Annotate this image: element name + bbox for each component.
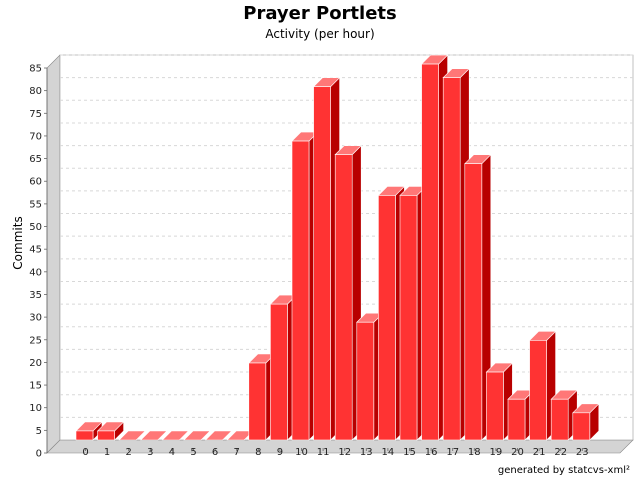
y-tick-labels: 0 5 10 15 20 25 30 35 40 45 50 55 60 65 70 75 80 85 bbox=[29, 64, 42, 460]
bar-front bbox=[421, 63, 439, 441]
bar-front bbox=[356, 321, 375, 441]
x-tick-label: 8 bbox=[255, 447, 261, 458]
generator-credit: generated by statcvs-xml² bbox=[497, 465, 630, 476]
x-tick-label: 9 bbox=[277, 447, 283, 458]
bar-3 bbox=[140, 430, 168, 441]
y-tick-label: 10 bbox=[29, 403, 42, 414]
y-tick-label: 60 bbox=[29, 177, 42, 188]
bar-front bbox=[507, 398, 526, 441]
axes bbox=[44, 67, 583, 454]
bar-front bbox=[378, 195, 396, 441]
x-tick-label: 22 bbox=[554, 447, 567, 458]
bar-top bbox=[183, 430, 211, 441]
x-tick-label: 14 bbox=[382, 447, 395, 458]
x-tick-label: 5 bbox=[190, 447, 196, 458]
bar-front bbox=[313, 86, 331, 441]
y-tick-label: 45 bbox=[29, 245, 42, 256]
y-tick-label: 25 bbox=[29, 335, 42, 346]
y-tick-label: 55 bbox=[29, 199, 42, 210]
bar-front bbox=[399, 195, 418, 441]
x-tick-label: 13 bbox=[360, 447, 373, 458]
bar-front bbox=[572, 412, 591, 441]
x-tick-label: 23 bbox=[576, 447, 589, 458]
bar-top bbox=[161, 430, 190, 441]
x-tick-label: 17 bbox=[446, 447, 459, 458]
bar-front bbox=[464, 163, 483, 441]
bar-front bbox=[75, 430, 94, 441]
bar-top bbox=[118, 430, 146, 441]
y-tick-label: 5 bbox=[36, 426, 42, 437]
x-tick-label: 0 bbox=[82, 447, 88, 458]
x-tick-labels: 0 1 2 3 4 5 6 7 8 9 10 11 12 13 14 15 16 17 18 19 20 21 22 23 bbox=[82, 447, 588, 458]
bar-6 bbox=[204, 430, 233, 441]
y-tick-label: 0 bbox=[36, 449, 42, 460]
bars bbox=[75, 54, 600, 441]
x-tick-label: 3 bbox=[147, 447, 153, 458]
y-tick-label: 85 bbox=[29, 64, 42, 75]
bar-front bbox=[550, 398, 569, 441]
x-tick-label: 1 bbox=[104, 447, 110, 458]
y-tick-label: 50 bbox=[29, 222, 42, 233]
x-tick-label: 12 bbox=[338, 447, 351, 458]
bar-front bbox=[529, 340, 547, 441]
bar-2 bbox=[118, 430, 146, 441]
y-tick-label: 75 bbox=[29, 109, 42, 120]
y-tick-label: 40 bbox=[29, 267, 42, 278]
chart-title: Prayer Portlets bbox=[243, 3, 397, 24]
bar-front bbox=[97, 430, 115, 441]
x-tick-label: 16 bbox=[425, 447, 438, 458]
bar-top bbox=[140, 430, 168, 441]
bar-18 bbox=[464, 153, 492, 441]
y-tick-label: 35 bbox=[29, 290, 42, 301]
x-tick-label: 4 bbox=[169, 447, 175, 458]
bar-1 bbox=[96, 421, 125, 441]
bar-5 bbox=[183, 430, 211, 441]
bar-front bbox=[334, 154, 353, 441]
x-tick-label: 2 bbox=[126, 447, 132, 458]
chart-subtitle: Activity (per hour) bbox=[265, 27, 375, 41]
bar-top bbox=[204, 430, 233, 441]
bar-front bbox=[248, 362, 267, 441]
y-tick-label: 15 bbox=[29, 381, 42, 392]
left-wall bbox=[46, 54, 61, 454]
x-tick-label: 21 bbox=[533, 447, 546, 458]
bar-front bbox=[442, 77, 461, 441]
y-tick-label: 70 bbox=[29, 131, 42, 142]
y-tick-label: 20 bbox=[29, 358, 42, 369]
bar-4 bbox=[161, 430, 190, 441]
bar-front bbox=[486, 371, 504, 441]
y-tick-label: 65 bbox=[29, 154, 42, 165]
x-tick-label: 10 bbox=[295, 447, 308, 458]
y-tick-label: 30 bbox=[29, 313, 42, 324]
x-tick-label: 6 bbox=[212, 447, 218, 458]
x-tick-label: 15 bbox=[403, 447, 416, 458]
bar-front bbox=[270, 303, 288, 441]
x-tick-label: 18 bbox=[468, 447, 481, 458]
bar-23 bbox=[572, 403, 600, 441]
x-tick-label: 7 bbox=[234, 447, 240, 458]
y-tick-label: 80 bbox=[29, 86, 42, 97]
bar-front bbox=[291, 140, 310, 441]
x-tick-label: 19 bbox=[490, 447, 503, 458]
x-tick-label: 20 bbox=[511, 447, 524, 458]
x-tick-label: 11 bbox=[317, 447, 330, 458]
